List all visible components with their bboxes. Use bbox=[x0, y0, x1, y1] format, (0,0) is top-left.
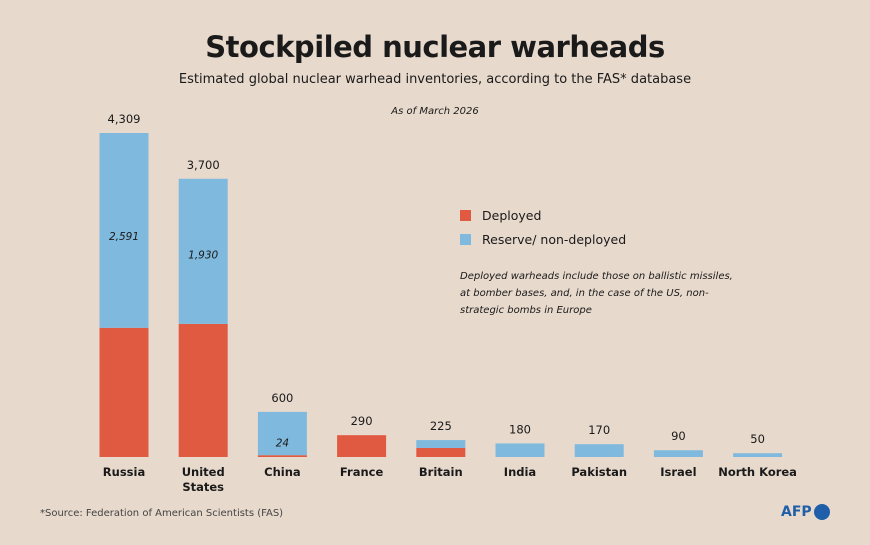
legend-swatch-reserve bbox=[460, 234, 471, 245]
category-label: Britain bbox=[419, 465, 463, 479]
source-note: *Source: Federation of American Scientis… bbox=[40, 508, 284, 519]
legend-label: Reserve/ non-deployed bbox=[482, 232, 627, 247]
bar-reserve bbox=[178, 178, 228, 324]
category-label: France bbox=[340, 465, 384, 479]
bar-total-label: 4,309 bbox=[108, 112, 141, 126]
bar-inner-label: 1,930 bbox=[188, 250, 218, 262]
bar-total-label: 3,700 bbox=[187, 158, 220, 172]
bar-total-label: 600 bbox=[271, 391, 293, 405]
legend-swatch-deployed bbox=[460, 210, 471, 221]
bar-reserve bbox=[733, 453, 783, 457]
legend-item-reserve: Reserve/ non-deployed bbox=[460, 232, 626, 247]
bar-inner-label: 24 bbox=[276, 438, 289, 450]
category-label: Pakistan bbox=[571, 465, 627, 479]
chart-title: Stockpiled nuclear warheads bbox=[205, 30, 665, 64]
bar-total-label: 180 bbox=[509, 422, 531, 436]
legend-label: Deployed bbox=[482, 208, 542, 223]
category-label: North Korea bbox=[718, 465, 797, 479]
category-label: United bbox=[182, 465, 225, 479]
category-label: Israel bbox=[660, 465, 696, 479]
logo-dot bbox=[813, 504, 830, 520]
logo-text: AFP bbox=[781, 504, 812, 520]
chart-subtitle: Estimated global nuclear warhead invento… bbox=[178, 72, 692, 87]
bar-total-label: 225 bbox=[430, 419, 452, 433]
chart-note: Deployed warheads include those on balli… bbox=[460, 271, 733, 316]
bar-deployed bbox=[99, 327, 149, 457]
category-label: India bbox=[504, 465, 536, 479]
legend: Deployed Reserve/ non-deployed bbox=[460, 208, 626, 256]
bar-deployed bbox=[178, 323, 228, 457]
bar-reserve bbox=[99, 133, 149, 328]
bar-reserve bbox=[653, 450, 703, 457]
category-label: China bbox=[264, 465, 301, 479]
bar-total-label: 90 bbox=[671, 429, 686, 443]
bar-reserve bbox=[416, 440, 466, 448]
bar-total-label: 170 bbox=[588, 423, 610, 437]
bar-reserve bbox=[257, 411, 307, 456]
as-of-date: As of March 2026 bbox=[391, 106, 479, 117]
bar-inner-label: 2,591 bbox=[109, 231, 139, 243]
category-label: Russia bbox=[103, 465, 145, 479]
bar-reserve bbox=[495, 443, 545, 457]
bar-reserve bbox=[574, 444, 624, 457]
bar-deployed bbox=[257, 455, 307, 457]
afp-logo: AFP bbox=[781, 504, 830, 520]
category-label: States bbox=[182, 480, 224, 494]
bar-total-label: 50 bbox=[750, 432, 765, 446]
bar-total-label: 290 bbox=[351, 414, 373, 428]
bar-deployed bbox=[416, 447, 466, 457]
bar-deployed bbox=[337, 435, 387, 457]
legend-item-deployed: Deployed bbox=[460, 208, 626, 223]
